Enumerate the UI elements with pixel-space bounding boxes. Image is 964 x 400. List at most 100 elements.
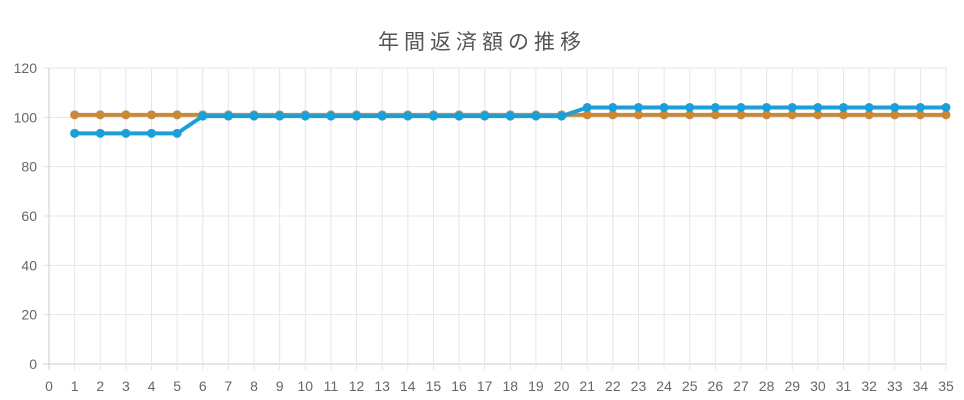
x-tick-label-22: 22 [605,378,621,394]
series-2-point-23[interactable] [633,102,643,112]
x-tick-label-11: 11 [324,378,339,394]
series-1-point-21[interactable] [582,110,592,120]
series-2-point-29[interactable] [787,102,797,112]
series-1-point-33[interactable] [890,110,900,120]
x-tick-label-6: 6 [199,378,207,394]
series-2-point-25[interactable] [685,102,695,112]
series-1-point-22[interactable] [608,110,618,120]
series-1-point-25[interactable] [685,110,695,120]
x-tick-label-34: 34 [913,378,929,394]
series-2-point-26[interactable] [710,102,720,112]
series-2-point-19[interactable] [531,111,541,121]
series-2-point-31[interactable] [838,102,848,112]
series-1-point-27[interactable] [736,110,746,120]
series-1-point-23[interactable] [633,110,643,120]
series-2-point-15[interactable] [428,111,438,121]
x-tick-label-0: 0 [45,378,53,394]
series-2-point-11[interactable] [326,111,336,121]
series-1-point-2[interactable] [95,110,105,120]
series-2-point-22[interactable] [608,102,618,112]
x-tick-label-3: 3 [122,378,130,394]
series-2-point-30[interactable] [813,102,823,112]
x-tick-label-17: 17 [477,378,493,394]
x-tick-label-15: 15 [426,378,442,394]
series-2-point-13[interactable] [377,111,387,121]
series-1-point-1[interactable] [70,110,80,120]
x-tick-label-26: 26 [708,378,724,394]
x-tick-label-16: 16 [451,378,467,394]
series-1-point-5[interactable] [172,110,182,120]
x-tick-label-21: 21 [579,378,595,394]
x-tick-label-8: 8 [250,378,258,394]
series-1-point-32[interactable] [864,110,874,120]
x-tick-label-12: 12 [349,378,365,394]
series-2-point-21[interactable] [582,102,592,112]
x-tick-label-18: 18 [503,378,519,394]
series-2-point-12[interactable] [352,111,362,121]
series-1-point-26[interactable] [710,110,720,120]
x-tick-label-30: 30 [810,378,826,394]
series-2-point-33[interactable] [890,102,900,112]
x-tick-label-35: 35 [938,378,954,394]
y-tick-label-80: 80 [21,159,37,175]
series-2-point-1[interactable] [70,128,80,138]
series-2-point-6[interactable] [198,111,208,121]
x-tick-label-5: 5 [173,378,181,394]
x-tick-label-4: 4 [148,378,156,394]
y-tick-label-0: 0 [29,356,37,372]
series-1-point-30[interactable] [813,110,823,120]
series-2-point-34[interactable] [915,102,925,112]
series-2 [70,102,951,138]
y-tick-label-40: 40 [21,257,37,273]
x-tick-label-2: 2 [96,378,104,394]
series-2-point-27[interactable] [736,102,746,112]
y-tick-label-100: 100 [14,109,38,125]
series-2-point-7[interactable] [223,111,233,121]
series-2-point-32[interactable] [864,102,874,112]
series-2-point-9[interactable] [275,111,285,121]
series-2-point-2[interactable] [95,128,105,138]
x-tick-label-27: 27 [733,378,749,394]
y-tick-label-20: 20 [21,307,37,323]
series-2-point-14[interactable] [403,111,413,121]
chart-title: 年間返済額の推移 [378,30,586,54]
x-tick-label-9: 9 [276,378,284,394]
series-2-point-20[interactable] [557,111,567,121]
x-tick-label-10: 10 [297,378,313,394]
series-2-point-28[interactable] [762,102,772,112]
series-2-point-4[interactable] [147,128,157,138]
series-1-point-34[interactable] [915,110,925,120]
series-2-point-24[interactable] [659,102,669,112]
series-1-point-31[interactable] [838,110,848,120]
y-tick-label-60: 60 [21,208,37,224]
x-tick-label-19: 19 [528,378,544,394]
x-tick-label-23: 23 [631,378,647,394]
x-tick-label-13: 13 [374,378,390,394]
x-tick-label-33: 33 [887,378,903,394]
series-1-point-4[interactable] [147,110,157,120]
series-2-point-10[interactable] [300,111,310,121]
series-1-point-35[interactable] [941,110,951,120]
series-2-point-3[interactable] [121,128,131,138]
y-axis-ticks: 0 20 40 60 80 100 120 [14,60,38,372]
x-tick-label-31: 31 [836,378,852,394]
series-1-point-28[interactable] [762,110,772,120]
series-1-point-3[interactable] [121,110,131,120]
series-2-point-8[interactable] [249,111,259,121]
x-tick-label-7: 7 [225,378,233,394]
x-tick-label-25: 25 [682,378,698,394]
series-2-point-17[interactable] [480,111,490,121]
series-2-point-35[interactable] [941,102,951,112]
series-2-point-5[interactable] [172,128,182,138]
y-tick-label-120: 120 [14,60,38,76]
series-1-point-29[interactable] [787,110,797,120]
x-tick-label-1: 1 [71,378,79,394]
series-2-point-18[interactable] [505,111,515,121]
x-tick-label-14: 14 [400,378,416,394]
x-tick-label-20: 20 [554,378,570,394]
series-2-point-16[interactable] [454,111,464,121]
series-1-point-24[interactable] [659,110,669,120]
x-tick-label-32: 32 [861,378,877,394]
